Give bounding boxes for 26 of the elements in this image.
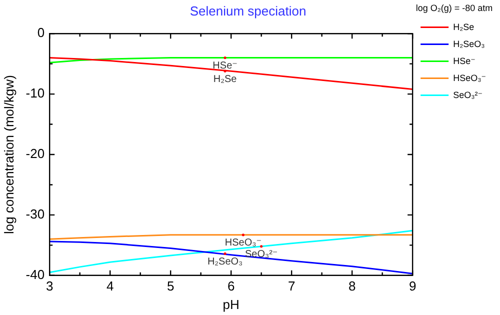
legend-label: H₂SeO₃ — [453, 38, 486, 49]
y-tick-label: -40 — [26, 266, 45, 282]
y-tick-label: -30 — [26, 206, 45, 222]
legend-label: HSeO₃⁻ — [453, 72, 486, 83]
legend-label: HSe⁻ — [453, 56, 476, 66]
x-tick-label: 7 — [288, 278, 296, 294]
y-tick-label: 0 — [37, 25, 45, 40]
x-tick-label: 8 — [348, 278, 356, 294]
chart-title: Selenium speciation — [190, 3, 306, 18]
x-axis-title: pH — [222, 296, 240, 312]
x-tick-label: 4 — [106, 278, 114, 294]
annotation: SeO₃²⁻ — [244, 249, 278, 260]
x-tick-label: 6 — [227, 278, 235, 294]
y-axis-title: log concentration (mol/kgw) — [1, 75, 16, 234]
x-tick-label: 9 — [408, 278, 416, 294]
annotation: HSe⁻ — [212, 60, 238, 72]
y-tick-label: -10 — [26, 86, 45, 101]
y-tick-label: -20 — [26, 146, 45, 162]
legend-label: SeO₃²⁻ — [453, 90, 483, 100]
annotation: H₂Se — [213, 74, 238, 85]
annotation: HSeO₃⁻ — [224, 238, 262, 249]
legend-label: H₂Se — [453, 22, 474, 32]
x-tick-label: 5 — [166, 278, 174, 294]
legend-title: log O₂(g) = -80 atm — [416, 2, 493, 13]
x-tick-label: 3 — [46, 278, 54, 294]
annotation: H₂SeO₃ — [207, 256, 243, 268]
